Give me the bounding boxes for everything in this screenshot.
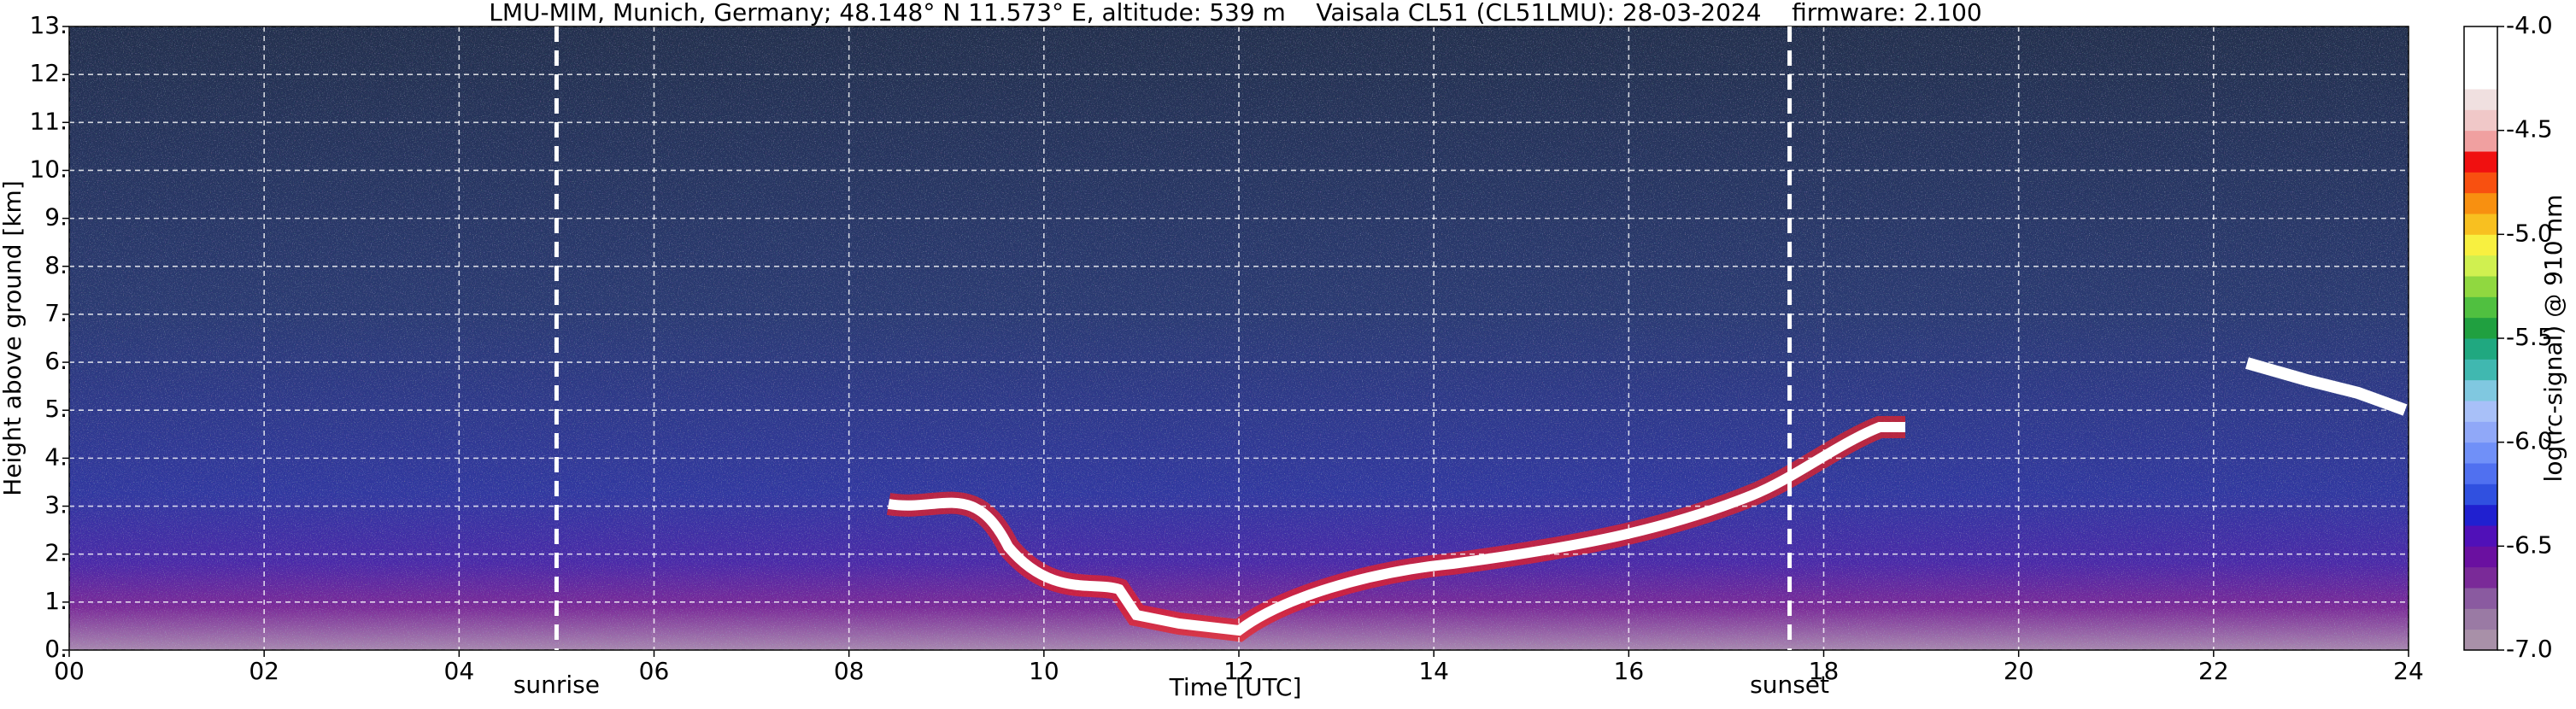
y-tick-label: 12. bbox=[29, 59, 67, 87]
colorbar-swatch bbox=[2464, 463, 2497, 484]
colorbar-swatch bbox=[2464, 546, 2497, 568]
annotation-label: sunrise bbox=[513, 671, 600, 699]
colorbar-swatch bbox=[2464, 483, 2497, 506]
aerosol-layer-core bbox=[888, 422, 1905, 636]
colorbar-swatch bbox=[2464, 151, 2497, 173]
y-tick-label: 3. bbox=[44, 491, 67, 519]
colorbar-tick-label: -6.5 bbox=[2506, 530, 2553, 559]
colorbar-tick-label: -4.5 bbox=[2506, 115, 2553, 144]
x-tick-label: 14 bbox=[1418, 657, 1449, 685]
x-tick-label: 00 bbox=[54, 657, 85, 685]
annotation-label: sunset bbox=[1750, 671, 1829, 699]
y-tick-label: 8. bbox=[44, 251, 67, 279]
colorbar-swatch bbox=[2464, 525, 2497, 547]
axes: 00 02 04 06 08 10 12 14 16 18 20 22 24 0. 1. 2. 3. 4. 5. 6.… bbox=[29, 11, 2552, 699]
colorbar-tick-label: -5.5 bbox=[2506, 323, 2553, 351]
colorbar-swatch bbox=[2464, 47, 2497, 69]
y-axis-label: Height above ground [km] bbox=[0, 180, 26, 496]
colorbar-swatch bbox=[2464, 629, 2497, 651]
colorbar-swatch bbox=[2464, 401, 2497, 422]
x-tick-label: 02 bbox=[249, 657, 279, 685]
colorbar-swatch bbox=[2464, 130, 2497, 152]
x-tick-label: 24 bbox=[2393, 657, 2424, 685]
y-tick-label: 4. bbox=[44, 442, 67, 471]
plot-frame bbox=[68, 26, 2409, 651]
y-tick-label: 7. bbox=[44, 299, 67, 327]
chart-title: LMU-MIM, Munich, Germany; 48.148° N 11.5… bbox=[489, 0, 1982, 26]
colorbar-tick-label: -6.0 bbox=[2506, 427, 2553, 455]
x-tick-label: 20 bbox=[2004, 657, 2034, 685]
colorbar-swatch bbox=[2464, 109, 2497, 132]
x-tick-label: 18 bbox=[1809, 657, 1840, 685]
colorbar-swatch bbox=[2464, 588, 2497, 609]
colorbar-swatch bbox=[2464, 234, 2497, 256]
colorbar-swatch bbox=[2464, 26, 2497, 48]
colorbar-swatch bbox=[2464, 255, 2497, 277]
x-tick-label: 16 bbox=[1614, 657, 1645, 685]
colorbar-swatch bbox=[2464, 566, 2497, 589]
colorbar-swatch bbox=[2464, 338, 2497, 360]
colorbar-swatch bbox=[2464, 379, 2497, 401]
colorbar-swatch bbox=[2464, 192, 2497, 214]
y-tick-label: 6. bbox=[44, 347, 67, 375]
colorbar-swatch bbox=[2464, 296, 2497, 319]
colorbar-label: log(rc-signal) @ 910 nm bbox=[2539, 195, 2567, 483]
colorbar-swatch bbox=[2464, 172, 2497, 194]
colorbar-swatch bbox=[2464, 442, 2497, 464]
y-tick-label: 10. bbox=[29, 155, 67, 183]
colorbar-swatch bbox=[2464, 67, 2497, 90]
y-tick-label: 0. bbox=[44, 635, 67, 663]
y-tick-label: 1. bbox=[44, 587, 67, 615]
x-axis-label: Time [UTC] bbox=[1169, 673, 1302, 701]
y-tick-label: 2. bbox=[44, 539, 67, 567]
colorbar-tick-label: -4.0 bbox=[2506, 11, 2553, 39]
colorbar-swatch bbox=[2464, 214, 2497, 235]
colorbar-tick-label: -5.0 bbox=[2506, 219, 2553, 247]
y-tick-label: 11. bbox=[29, 107, 67, 135]
x-tick-label: 08 bbox=[834, 657, 865, 685]
colorbar-swatch bbox=[2464, 504, 2497, 526]
y-tick-label: 9. bbox=[44, 203, 67, 231]
x-tick-label: 04 bbox=[444, 657, 475, 685]
x-tick-label: 10 bbox=[1029, 657, 1059, 685]
colorbar-swatch bbox=[2464, 317, 2497, 339]
cloud-layer-shape bbox=[2245, 357, 2408, 416]
colorbar-swatch bbox=[2464, 421, 2497, 443]
y-tick-label: 13. bbox=[29, 11, 67, 39]
x-tick-label: 22 bbox=[2198, 657, 2229, 685]
y-tick-label: 5. bbox=[44, 395, 67, 423]
colorbar-tick-label: -7.0 bbox=[2506, 635, 2553, 663]
colorbar-swatch bbox=[2464, 276, 2497, 297]
x-tick-label: 12 bbox=[1223, 657, 1254, 685]
colorbar-swatch bbox=[2464, 89, 2497, 110]
colorbar-swatch bbox=[2464, 359, 2497, 381]
x-tick-label: 06 bbox=[639, 657, 670, 685]
colorbar-swatch bbox=[2464, 608, 2497, 630]
